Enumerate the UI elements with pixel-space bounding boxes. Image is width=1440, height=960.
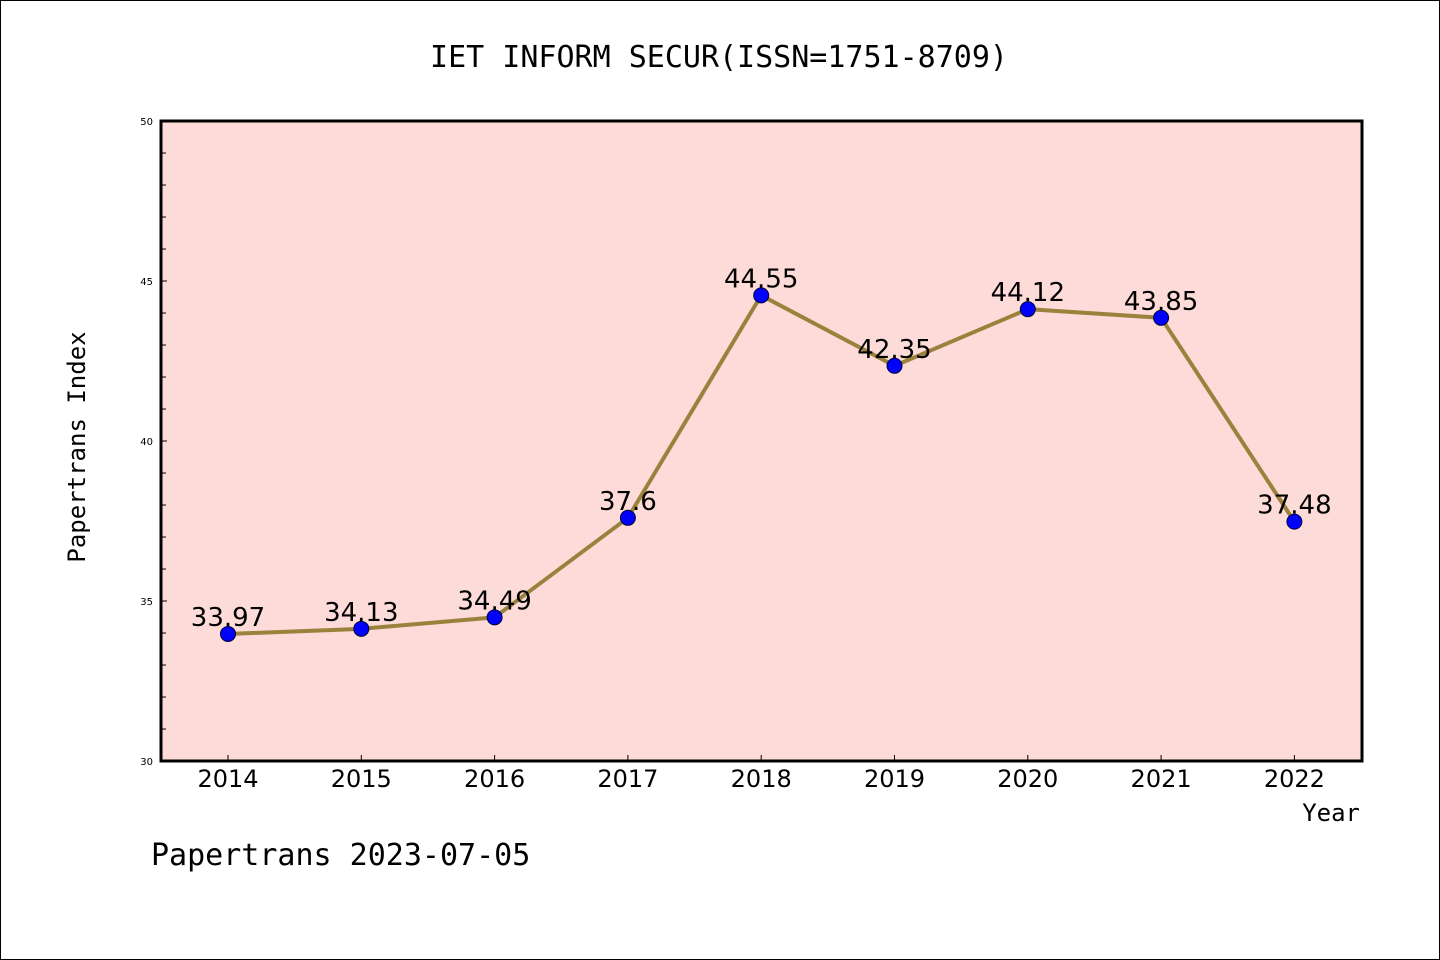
data-point — [1019, 301, 1036, 318]
y-tick-label: 40 — [140, 437, 153, 448]
x-axis: 2014 2015 2016 2017 2018 2019 2020 2021 2022 — [197, 755, 1325, 793]
data-point — [486, 609, 503, 626]
data-label: 34.49 — [457, 586, 531, 616]
data-label: 33.97 — [191, 603, 265, 633]
x-tick-label: 2021 — [1131, 765, 1192, 793]
y-axis-label: Papertrans Index — [63, 331, 91, 562]
plot-area — [159, 119, 1364, 763]
data-label: 44.12 — [991, 278, 1065, 308]
data-point — [619, 509, 636, 526]
y-tick-label: 35 — [140, 597, 153, 608]
data-label: 37.6 — [599, 487, 657, 517]
series-group: 33.97 34.13 34.49 37.6 44.55 42.35 44.12 43.85 3… — [191, 264, 1332, 642]
x-tick-label: 2015 — [331, 765, 392, 793]
y-tick-label: 30 — [140, 757, 153, 768]
data-point — [220, 625, 236, 642]
data-point — [753, 287, 770, 304]
chart-title: IET INFORM SECUR(ISSN=1751-8709) — [430, 40, 1008, 75]
y-tick-label: 45 — [140, 277, 153, 288]
data-point — [353, 620, 370, 637]
x-axis-label: Year — [1302, 799, 1360, 827]
x-tick-label: 2016 — [464, 765, 525, 793]
data-label: 34.13 — [324, 598, 398, 628]
footer-text: Papertrans 2023-07-05 — [151, 838, 530, 873]
data-label: 37.48 — [1257, 491, 1331, 521]
x-tick-label: 2020 — [997, 765, 1058, 793]
data-point — [1286, 513, 1303, 530]
x-tick-label: 2014 — [197, 765, 258, 793]
x-tick-label: 2017 — [597, 765, 658, 793]
x-tick-label: 2019 — [864, 765, 925, 793]
data-point — [1153, 309, 1170, 326]
x-tick-label: 2018 — [731, 765, 792, 793]
y-axis: 30 35 40 45 50 — [140, 117, 167, 768]
x-tick-label: 2022 — [1264, 765, 1325, 793]
data-label: 42.35 — [857, 335, 931, 365]
y-tick-label: 50 — [140, 117, 153, 128]
data-label: 44.55 — [724, 264, 798, 294]
data-point — [886, 357, 903, 374]
data-label: 43.85 — [1124, 287, 1198, 317]
